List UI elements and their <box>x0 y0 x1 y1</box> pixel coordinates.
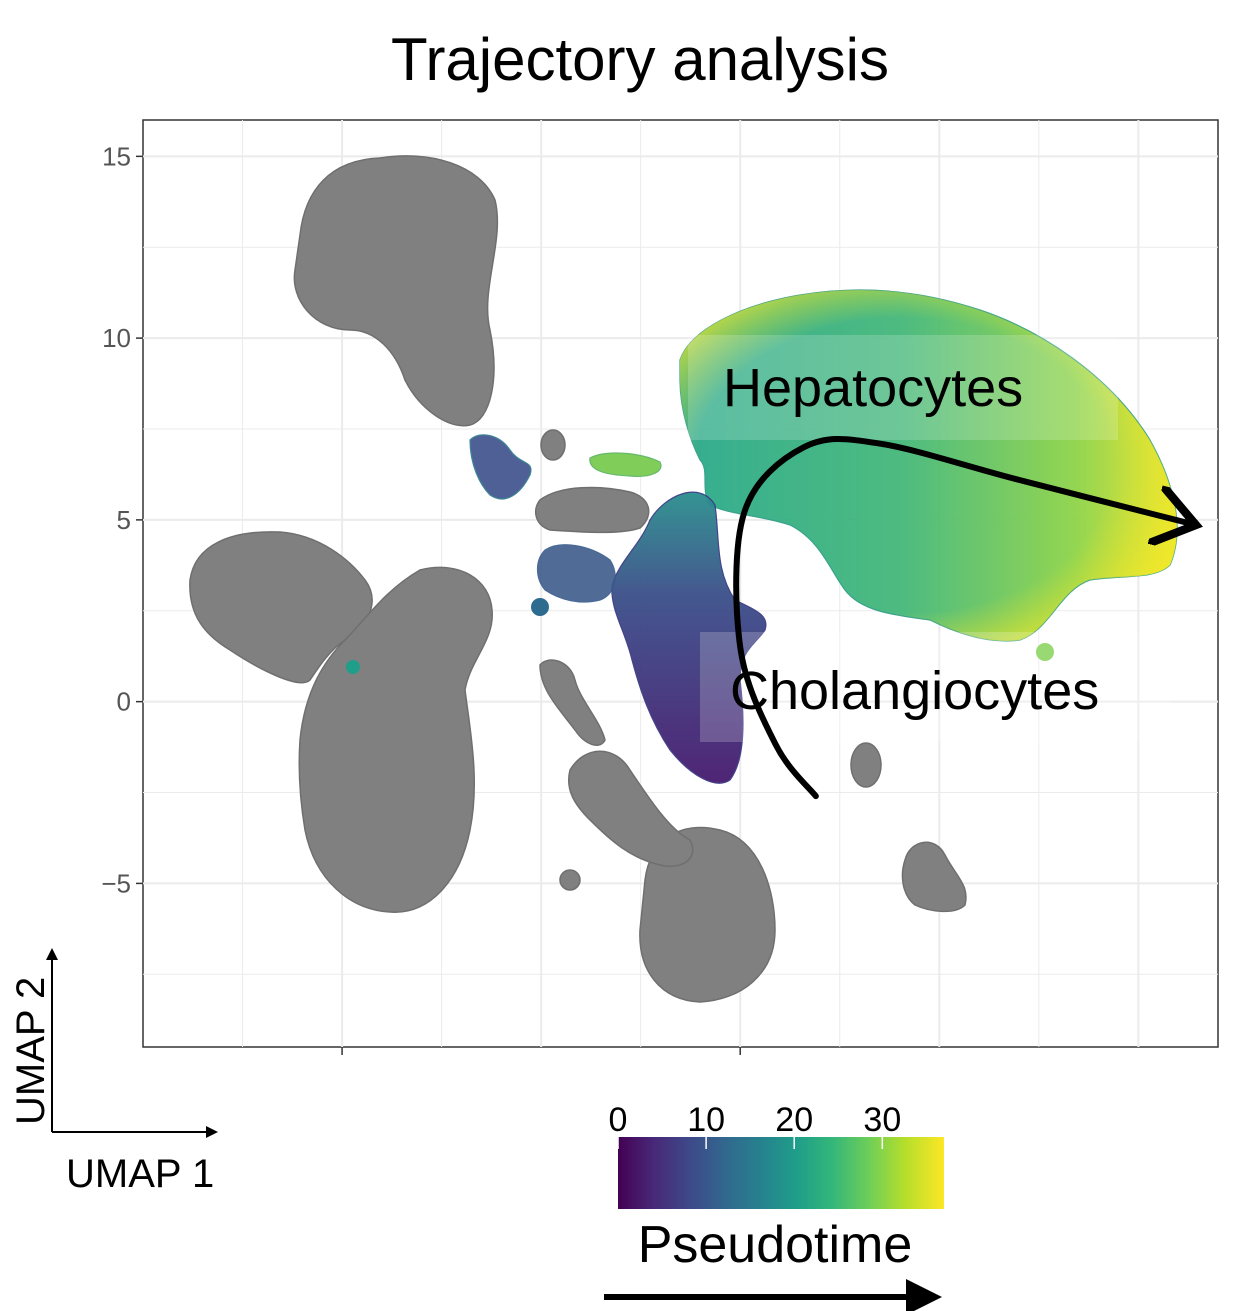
large-left-cluster <box>298 566 493 913</box>
cholangiocyte-cells <box>611 491 767 784</box>
colorbar-tick-label: 0 <box>609 1101 628 1139</box>
colorbar-tick-label: 30 <box>863 1101 901 1139</box>
cholangiocytes-label: Cholangiocytes <box>730 661 1099 721</box>
hepatocytes-label-box <box>688 335 1118 440</box>
y-tick-label: 15 <box>102 141 131 171</box>
isolated-cell-2 <box>531 598 549 616</box>
transition-cells <box>536 544 616 603</box>
small-right-cluster <box>901 841 967 913</box>
umap-axes-indicator: UMAP 1 UMAP 2 <box>9 948 218 1196</box>
bottom-neck-cluster <box>568 750 694 867</box>
background-cells <box>189 155 967 1003</box>
tiny-cluster-2 <box>559 869 581 891</box>
isolated-cell-1 <box>346 660 360 674</box>
hepatocytes-label: Hepatocytes <box>723 358 1023 418</box>
trajectory-line <box>733 436 1190 800</box>
y-axis-label: UMAP 2 <box>9 977 53 1125</box>
pseudotime-cells <box>346 289 1178 784</box>
early-cells-upper <box>469 434 532 500</box>
chart-title: Trajectory analysis <box>391 26 889 93</box>
y-tick-label: 5 <box>117 505 131 535</box>
colorbar-tick-label: 20 <box>775 1101 813 1139</box>
bottom-cluster <box>639 826 776 1003</box>
colorbar-gradient <box>618 1137 944 1209</box>
x-axis <box>341 1047 741 1055</box>
isolated-cell-3 <box>1036 643 1054 661</box>
top-left-cluster <box>293 155 499 427</box>
hepatocyte-tail <box>589 452 662 477</box>
tiny-cluster-3 <box>540 429 566 461</box>
x-axis-label: UMAP 1 <box>66 1152 214 1196</box>
colorbar: 0 10 20 30 Pseudotime <box>604 1101 944 1311</box>
small-cluster-1 <box>539 659 606 746</box>
cholangiocytes-label-box <box>700 632 1170 742</box>
y-tick-label: −5 <box>101 868 131 898</box>
tiny-cluster-1 <box>850 742 882 788</box>
colorbar-tick-label: 10 <box>687 1101 725 1139</box>
middle-bar-cluster <box>534 486 650 534</box>
y-axis: 15 10 5 0 −5 <box>101 141 143 898</box>
y-tick-label: 0 <box>117 687 131 717</box>
colorbar-title: Pseudotime <box>638 1216 913 1274</box>
hepatocyte-rim <box>680 290 1178 641</box>
y-tick-label: 10 <box>102 323 131 353</box>
